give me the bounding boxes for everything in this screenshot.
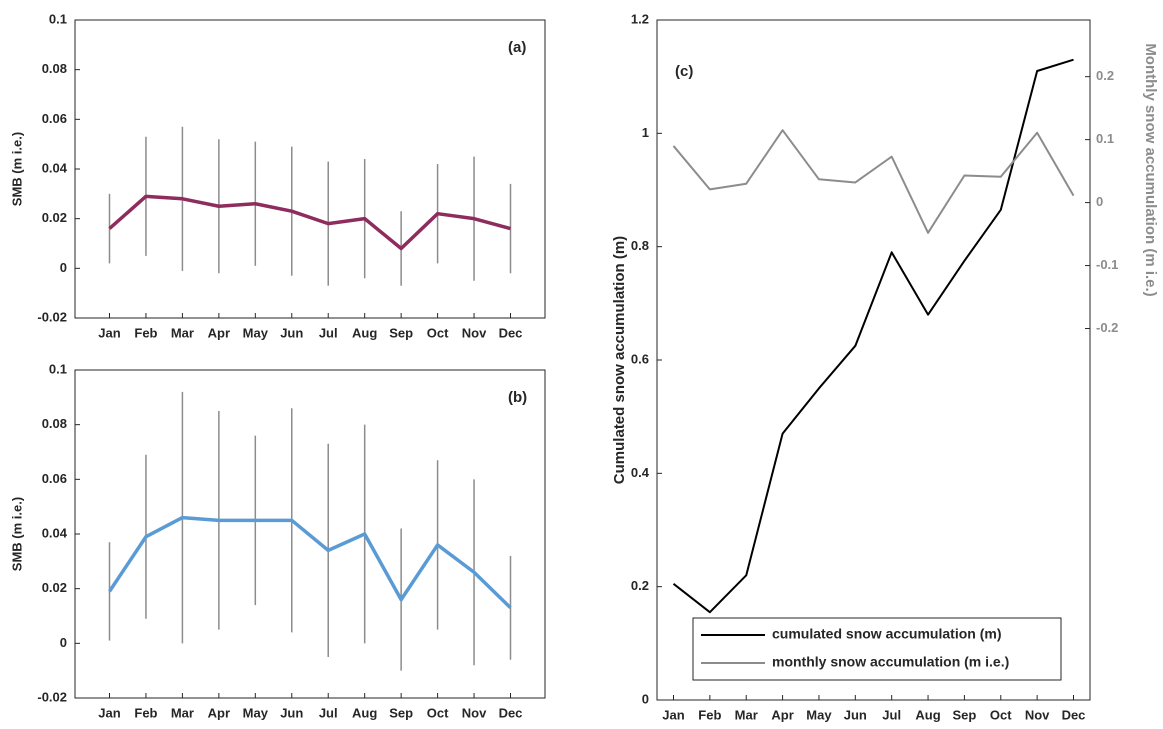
x-tick-label: Jan bbox=[98, 325, 120, 340]
y-tick-label: 1 bbox=[642, 125, 649, 140]
y2-tick-label: 0.2 bbox=[1096, 68, 1114, 83]
y2-tick-label: 0 bbox=[1096, 194, 1103, 209]
data-line bbox=[108, 194, 511, 251]
data-line bbox=[672, 58, 1074, 614]
x-tick-label: Apr bbox=[771, 707, 793, 722]
y-axis-label: SMB (m i.e.) bbox=[9, 132, 24, 206]
panel-label: (a) bbox=[508, 39, 526, 56]
x-tick-label: Feb bbox=[134, 325, 157, 340]
x-tick-label: May bbox=[243, 705, 269, 720]
x-tick-label: Aug bbox=[352, 325, 377, 340]
x-tick-label: Jun bbox=[280, 325, 303, 340]
y-tick-label: -0.02 bbox=[37, 309, 67, 324]
x-tick-label: Oct bbox=[990, 707, 1012, 722]
x-tick-label: Dec bbox=[499, 325, 523, 340]
x-tick-label: Mar bbox=[171, 705, 194, 720]
y-tick-label: 0.06 bbox=[42, 111, 67, 126]
x-tick-label: Nov bbox=[462, 705, 487, 720]
y-tick-label: 0.02 bbox=[42, 210, 67, 225]
x-tick-label: Nov bbox=[462, 325, 487, 340]
y2-tick-label: 0.1 bbox=[1096, 131, 1114, 146]
legend-box bbox=[692, 617, 1062, 681]
y2-tick-label: -0.1 bbox=[1096, 257, 1118, 272]
x-tick-label: Jul bbox=[319, 325, 338, 340]
x-tick-label: Jun bbox=[280, 705, 303, 720]
plot-frame bbox=[656, 19, 1091, 701]
data-line bbox=[108, 515, 512, 610]
x-tick-label: Aug bbox=[915, 707, 940, 722]
x-tick-label: Feb bbox=[698, 707, 721, 722]
y-axis-label: Cumulated snow accumulation (m) bbox=[611, 236, 628, 484]
x-tick-label: Sep bbox=[389, 705, 413, 720]
x-tick-label: Apr bbox=[208, 705, 230, 720]
x-tick-label: Jun bbox=[844, 707, 867, 722]
x-tick-label: May bbox=[243, 325, 269, 340]
x-tick-label: Feb bbox=[134, 705, 157, 720]
x-tick-label: Mar bbox=[171, 325, 194, 340]
x-tick-label: Sep bbox=[952, 707, 976, 722]
x-tick-label: Jul bbox=[882, 707, 901, 722]
y-tick-label: 0.4 bbox=[631, 465, 650, 480]
y-tick-label: 0.02 bbox=[42, 580, 67, 595]
y-tick-label: 0.08 bbox=[42, 61, 67, 76]
y2-axis-label: Monthly snow accumulation (m i.e.) bbox=[1142, 43, 1159, 296]
y-tick-label: 0 bbox=[60, 260, 67, 275]
y-axis-label: SMB (m i.e.) bbox=[9, 497, 24, 571]
y-tick-label: -0.02 bbox=[37, 689, 67, 704]
x-tick-label: Jan bbox=[98, 705, 120, 720]
y-tick-label: 0.1 bbox=[49, 361, 67, 376]
y2-tick-label: -0.2 bbox=[1096, 320, 1118, 335]
y-tick-label: 0.8 bbox=[631, 238, 649, 253]
x-tick-label: Sep bbox=[389, 325, 413, 340]
y-tick-label: 0 bbox=[60, 635, 67, 650]
x-tick-label: Oct bbox=[427, 705, 449, 720]
panel-label: (c) bbox=[675, 63, 693, 80]
x-tick-label: Oct bbox=[427, 325, 449, 340]
x-tick-label: Dec bbox=[499, 705, 523, 720]
legend-label: monthly snow accumulation (m i.e.) bbox=[772, 654, 1009, 670]
legend-label: cumulated snow accumulation (m) bbox=[772, 626, 1001, 642]
x-tick-label: Jan bbox=[662, 707, 684, 722]
x-tick-label: May bbox=[806, 707, 832, 722]
y-tick-label: 0.08 bbox=[42, 416, 67, 431]
y-tick-label: 0.2 bbox=[631, 578, 649, 593]
data-line bbox=[672, 129, 1075, 234]
x-tick-label: Jul bbox=[319, 705, 338, 720]
y-tick-label: 0.06 bbox=[42, 471, 67, 486]
x-tick-label: Mar bbox=[735, 707, 758, 722]
x-tick-label: Nov bbox=[1025, 707, 1050, 722]
y-tick-label: 0.6 bbox=[631, 351, 649, 366]
y-tick-label: 0.04 bbox=[42, 160, 68, 175]
x-tick-label: Aug bbox=[352, 705, 377, 720]
y-tick-label: 1.2 bbox=[631, 11, 649, 26]
y-tick-label: 0 bbox=[642, 691, 649, 706]
y-tick-label: 0.1 bbox=[49, 11, 67, 26]
y-tick-label: 0.04 bbox=[42, 525, 68, 540]
x-tick-label: Apr bbox=[208, 325, 230, 340]
x-tick-label: Dec bbox=[1062, 707, 1086, 722]
panel-label: (b) bbox=[508, 389, 527, 406]
